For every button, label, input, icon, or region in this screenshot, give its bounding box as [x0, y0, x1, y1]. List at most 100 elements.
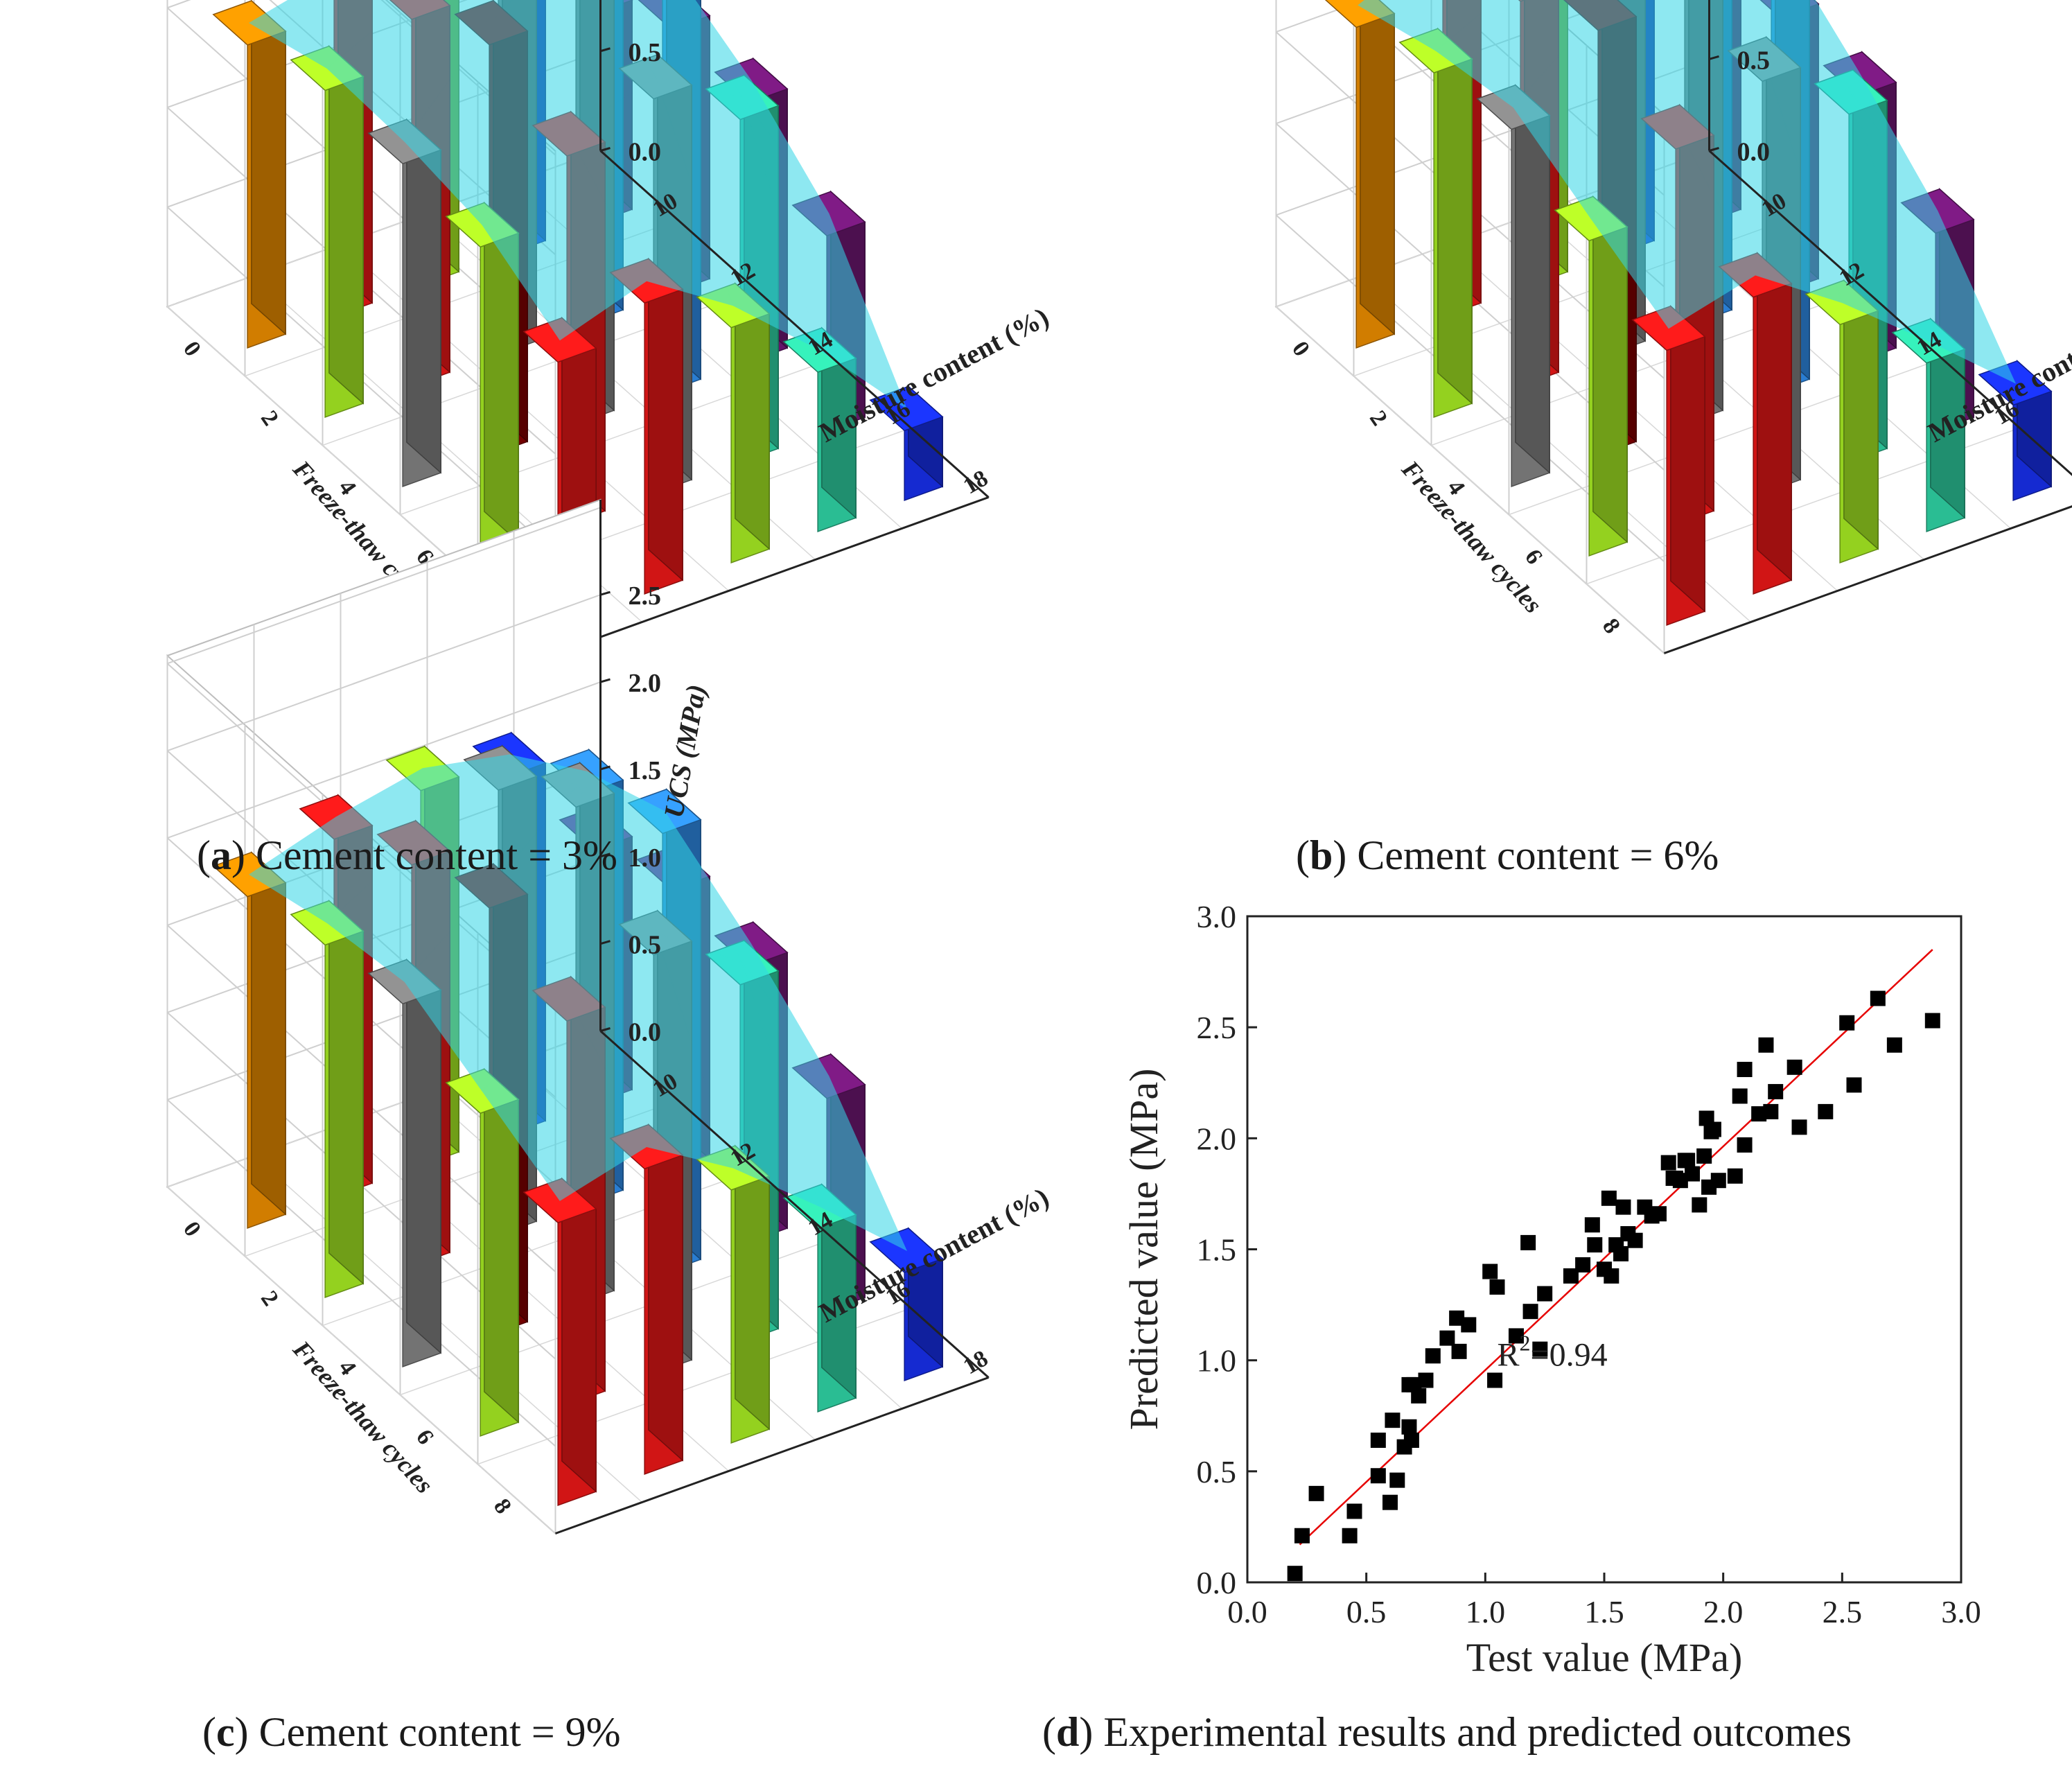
moisture-axis-line: [599, 150, 990, 498]
data-point: [1575, 1257, 1591, 1273]
panel-a: 0.00.51.01.52.0UCS (MPa)1012141618Moistu…: [166, 0, 1054, 655]
data-point: [1737, 1137, 1753, 1153]
y-tick-label: 2.5: [1197, 1010, 1237, 1045]
data-point: [1791, 1119, 1807, 1135]
data-point: [1751, 1106, 1767, 1122]
z-tick-label: 2.0: [629, 669, 662, 698]
data-point: [1370, 1432, 1386, 1448]
data-point: [1732, 1088, 1748, 1104]
surface-patch: [421, 0, 513, 24]
y-tick-label: 3.0: [1197, 899, 1237, 934]
z-tick: [1709, 147, 1719, 152]
cycles-tick-label: 8: [1597, 614, 1625, 638]
z-tick: [600, 47, 611, 53]
data-point: [1886, 1037, 1902, 1053]
data-point: [1461, 1317, 1477, 1333]
bar-side-face: [328, 899, 364, 1285]
data-point: [1604, 1268, 1619, 1284]
bar-side-face: [1670, 304, 1705, 613]
bar-10-8: [523, 1177, 597, 1506]
y-tick-label: 0.0: [1197, 1565, 1237, 1600]
y-tick-label: 1.5: [1197, 1232, 1237, 1268]
surface-patch: [1358, 0, 1498, 51]
moisture-axis-line: [1708, 150, 2072, 476]
data-point: [1342, 1528, 1358, 1544]
caption-d-text: Experimental results and predicted outco…: [1093, 1709, 1852, 1755]
data-point: [1451, 1343, 1467, 1359]
r-squared-sup: 2: [1520, 1331, 1531, 1356]
data-point: [1522, 1304, 1538, 1320]
data-point: [1818, 1103, 1834, 1119]
data-point: [1680, 1153, 1696, 1169]
data-point: [1627, 1232, 1643, 1248]
data-point: [1287, 1566, 1303, 1582]
data-point: [1587, 1237, 1603, 1253]
r-squared-annotation: R2=0.94: [1498, 1331, 1608, 1374]
bar-side-face: [648, 257, 683, 582]
data-point: [1615, 1199, 1631, 1215]
cycles-tick-label: 0: [178, 1217, 206, 1241]
data-point: [1418, 1372, 1434, 1388]
z-tick-label: 0.0: [629, 1018, 662, 1047]
data-point: [1758, 1037, 1774, 1053]
bar-side-face: [648, 1123, 683, 1462]
bar-12-8: [609, 1123, 684, 1475]
surface-patch: [249, 0, 411, 69]
z-tick-label: 1.0: [629, 843, 662, 873]
z-tick-label: 0.0: [629, 138, 662, 167]
bar-side-face: [1437, 27, 1473, 405]
data-point: [1382, 1494, 1398, 1510]
bar-side-face: [328, 44, 364, 405]
data-point: [1370, 1468, 1386, 1484]
data-point: [1768, 1084, 1784, 1100]
bar-side-face: [735, 1144, 770, 1431]
data-point: [1563, 1268, 1579, 1284]
data-point: [1672, 1173, 1688, 1189]
panel-d: 0.0 0.5 1.0 1.5 2.0 2.5 3.0 0.0 0.5 1.0 1.5 2.0 2.5 3…: [1121, 899, 1981, 1680]
cycles-tick-label: 2: [256, 406, 283, 430]
cycles-axis-line: [1663, 505, 2072, 654]
data-point: [1763, 1103, 1779, 1119]
r-squared-prefix: R: [1498, 1337, 1520, 1374]
bar-side-face: [1360, 0, 1395, 335]
cycles-tick-label: 0: [1287, 337, 1315, 361]
data-point: [1294, 1528, 1310, 1544]
data-point: [1508, 1328, 1524, 1344]
z-tick: [1709, 55, 1719, 60]
caption-c: (c) Cement content = 9%: [202, 1709, 621, 1755]
z-tick: [600, 147, 611, 152]
r-squared-value: =0.94: [1531, 1337, 1608, 1374]
data-point: [1520, 1234, 1536, 1250]
grid-line: [167, 1186, 556, 1534]
bar-18-8: [1978, 359, 2053, 501]
y-axis-label: Predicted value (MPa): [1121, 1069, 1166, 1431]
data-point: [1705, 1121, 1721, 1137]
caption-d-letter: d: [1055, 1709, 1080, 1755]
bar-10-2: [1398, 27, 1473, 418]
z-tick: [600, 1027, 611, 1032]
data-point: [1710, 1173, 1726, 1189]
grid-line: [167, 594, 601, 752]
z-tick-label: 0.5: [629, 38, 662, 67]
data-point: [1425, 1348, 1441, 1364]
z-tick: [600, 591, 611, 596]
z-tick-label: 0.5: [1737, 46, 1771, 75]
data-point: [1870, 990, 1886, 1006]
data-point: [1660, 1155, 1676, 1171]
fitted-surface: [249, 754, 908, 1252]
caption-a: (a) Cement content = 3%: [197, 832, 618, 878]
data-point: [1696, 1148, 1712, 1164]
data-point: [1651, 1206, 1667, 1222]
bar-side-face: [251, 0, 286, 335]
data-point: [1584, 1217, 1600, 1233]
data-point: [1439, 1330, 1455, 1346]
data-point: [1786, 1059, 1802, 1075]
grid-line: [167, 507, 601, 665]
caption-b: (b) Cement content = 6%: [1296, 832, 1719, 878]
surface-patch: [1577, 0, 1608, 9]
z-axis-label: UCS (MPa): [658, 682, 712, 820]
caption-d: (d) Experimental results and predicted o…: [1042, 1709, 1852, 1755]
